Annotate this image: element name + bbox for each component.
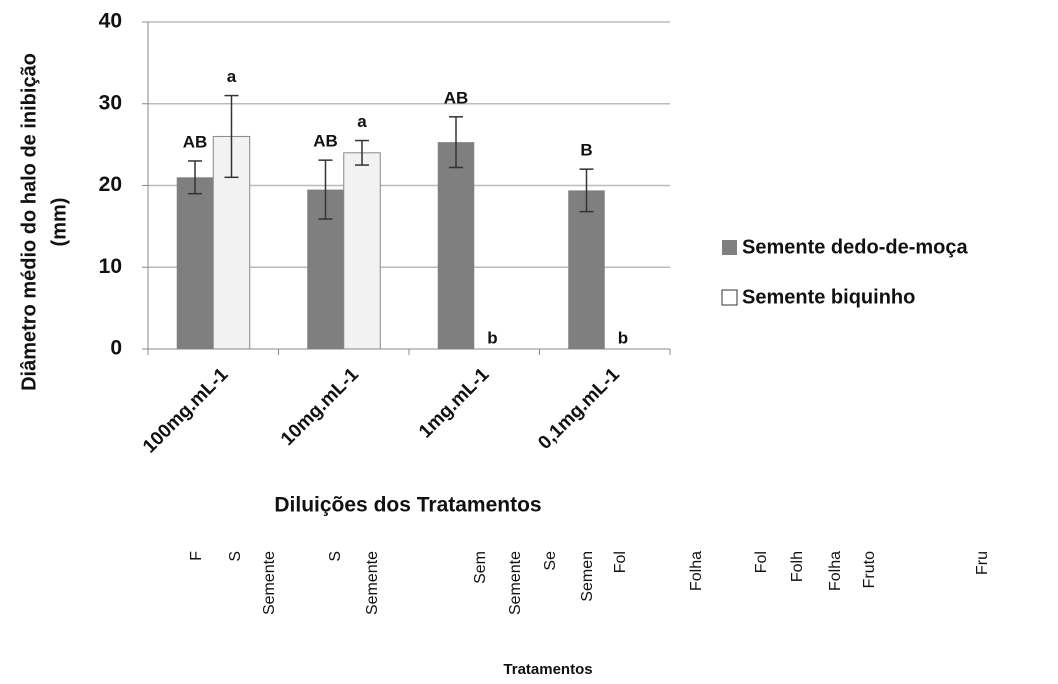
background-label: Semente — [364, 551, 381, 615]
y-tick-label: 20 — [99, 173, 122, 196]
significance-letter: b — [487, 328, 497, 347]
y-tick-label: 10 — [99, 255, 122, 278]
y-tick-label: 0 — [110, 337, 122, 360]
background-label: Fru — [974, 551, 991, 575]
background-label: Folh — [789, 551, 806, 582]
y-tick-label: 40 — [99, 10, 122, 33]
background-label: Fruto — [861, 551, 878, 588]
background-title: Tratamentos — [503, 661, 592, 678]
background-label: Folha — [688, 551, 705, 591]
legend-swatch — [722, 240, 737, 255]
x-tick-label: 10mg.mL-1 — [277, 364, 363, 450]
x-tick-label: 100mg.mL-1 — [139, 364, 233, 458]
background-label: Sem — [472, 551, 489, 584]
y-axis-title: (mm) — [48, 198, 70, 247]
significance-letter: a — [227, 67, 237, 86]
background-label: Semente — [507, 551, 524, 615]
background-label: Fol — [753, 551, 770, 573]
significance-letter: b — [618, 328, 628, 347]
background-label: S — [227, 551, 244, 562]
background-label: Semente — [261, 551, 278, 615]
y-axis-title: Diâmetro médio do halo de inibição — [18, 53, 40, 391]
bar — [176, 177, 214, 349]
x-tick-label: 1mg.mL-1 — [415, 364, 494, 443]
significance-letter: AB — [183, 132, 208, 151]
background-label: Folha — [827, 551, 844, 591]
bar — [568, 190, 605, 349]
x-axis-title: Diluições dos Tratamentos — [274, 494, 541, 517]
bar — [343, 152, 381, 350]
bar — [437, 142, 475, 349]
significance-letter: AB — [313, 132, 338, 151]
x-tick-label: 0,1mg.mL-1 — [534, 364, 624, 454]
background-label: Semen — [579, 551, 596, 602]
significance-letter: a — [357, 112, 367, 131]
significance-letter: AB — [444, 88, 469, 107]
y-tick-label: 30 — [99, 91, 122, 114]
legend-label: Semente dedo-de-moça — [742, 236, 968, 258]
background-label: Fol — [612, 551, 629, 573]
legend-swatch — [721, 289, 738, 306]
background-label: S — [327, 551, 344, 562]
background-label: F — [188, 551, 205, 561]
legend-label: Semente biquinho — [742, 286, 915, 308]
significance-letter: B — [580, 141, 592, 160]
background-label: Se — [542, 551, 559, 571]
